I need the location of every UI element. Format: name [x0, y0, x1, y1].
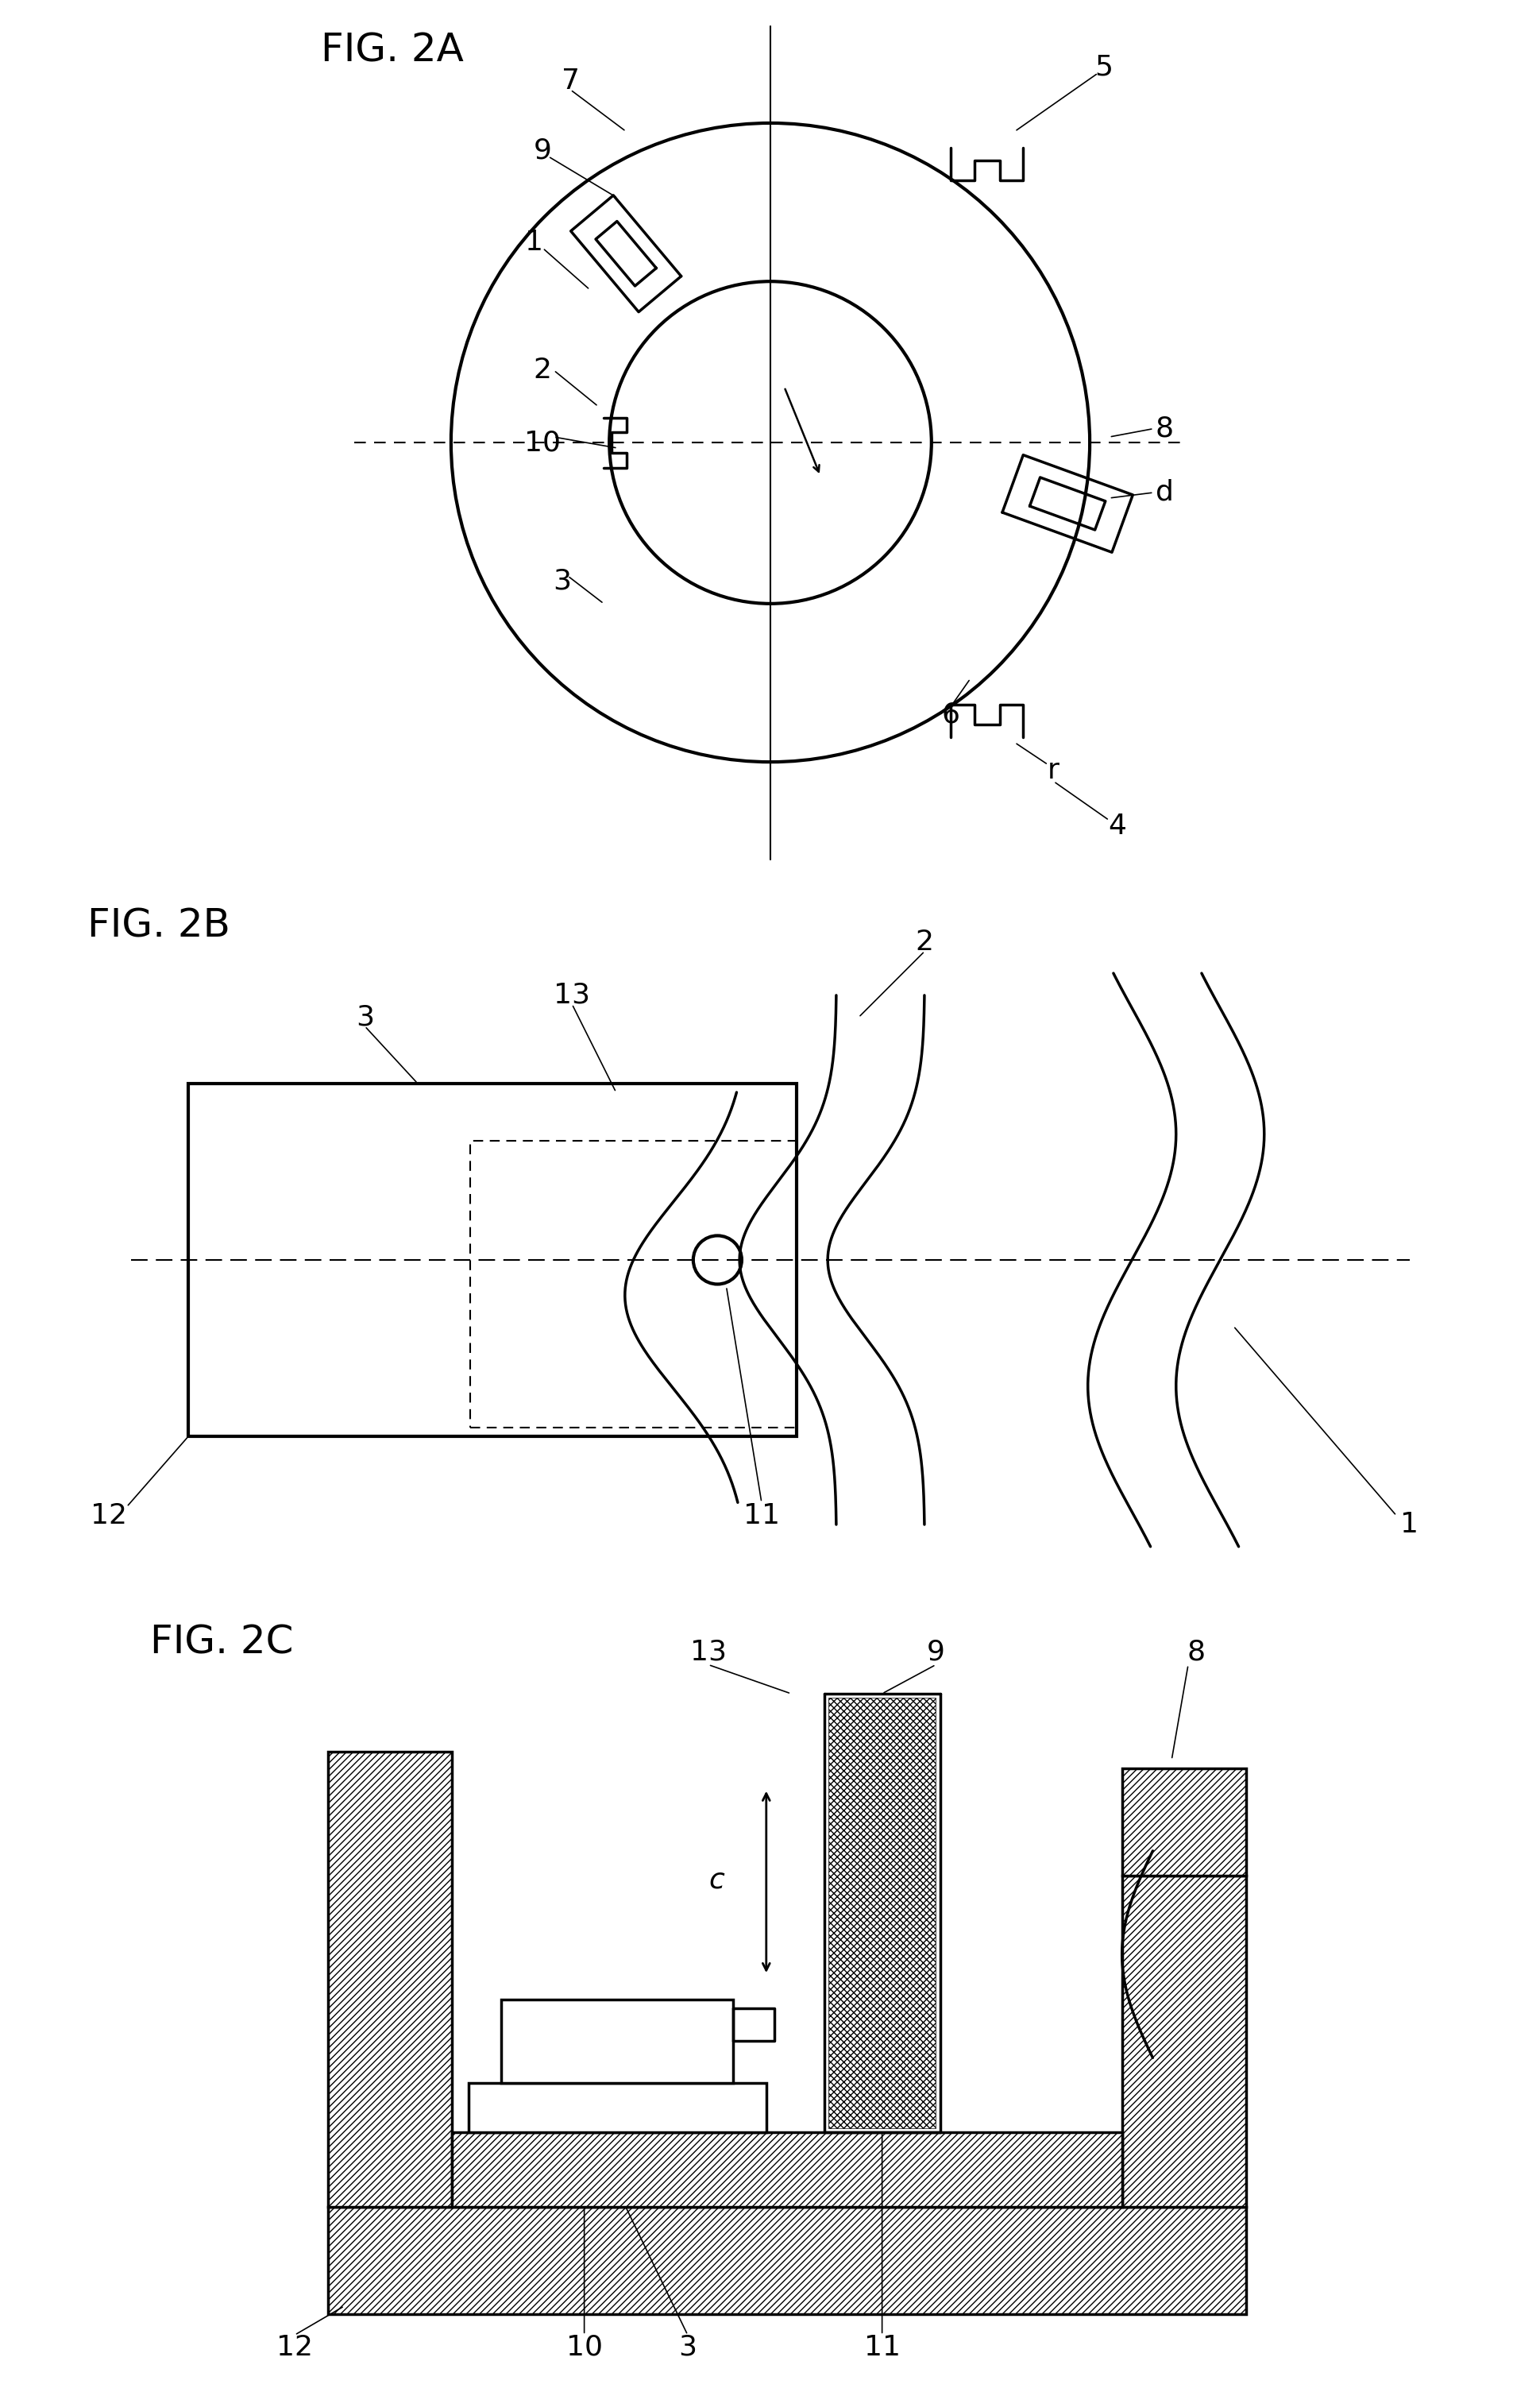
Text: c: c: [708, 1866, 724, 1894]
Text: 11: 11: [864, 2335, 899, 2361]
Bar: [829, 1698, 935, 2129]
Text: 10: 10: [565, 2335, 602, 2361]
Text: 13: 13: [553, 981, 590, 1009]
Text: 10: 10: [524, 428, 561, 457]
Text: FIG. 2A: FIG. 2A: [320, 31, 464, 69]
Text: 3: 3: [678, 2335, 696, 2361]
Bar: [1121, 1875, 1246, 2208]
Text: 8: 8: [1187, 1639, 1204, 1665]
Text: d: d: [1155, 478, 1173, 507]
Text: 12: 12: [91, 1502, 128, 1528]
Text: 11: 11: [742, 1502, 779, 1528]
Text: r: r: [1047, 756, 1060, 785]
Bar: [328, 2208, 1246, 2315]
Bar: [188, 1084, 796, 1435]
Text: 4: 4: [1107, 813, 1126, 840]
Text: 6: 6: [941, 701, 959, 727]
Text: FIG. 2C: FIG. 2C: [149, 1624, 293, 1662]
Text: 2: 2: [533, 356, 551, 383]
Text: 9: 9: [926, 1639, 944, 1665]
Bar: [328, 1751, 451, 2208]
Bar: [501, 2000, 733, 2083]
Text: 3: 3: [553, 567, 571, 596]
Text: 13: 13: [690, 1639, 727, 1665]
Text: 12: 12: [276, 2335, 313, 2361]
Text: 1: 1: [1400, 1512, 1418, 1538]
Text: 2: 2: [915, 928, 933, 957]
Bar: [470, 1141, 796, 1428]
Bar: [451, 2131, 1121, 2208]
Text: 7: 7: [561, 67, 579, 96]
Text: FIG. 2B: FIG. 2B: [86, 907, 229, 945]
Bar: [468, 2083, 765, 2131]
Bar: [1121, 1768, 1246, 1875]
Text: 8: 8: [1155, 416, 1173, 443]
Text: 3: 3: [356, 1005, 374, 1031]
Text: 9: 9: [533, 136, 551, 165]
Text: 1: 1: [525, 230, 544, 256]
Text: 5: 5: [1093, 55, 1112, 81]
